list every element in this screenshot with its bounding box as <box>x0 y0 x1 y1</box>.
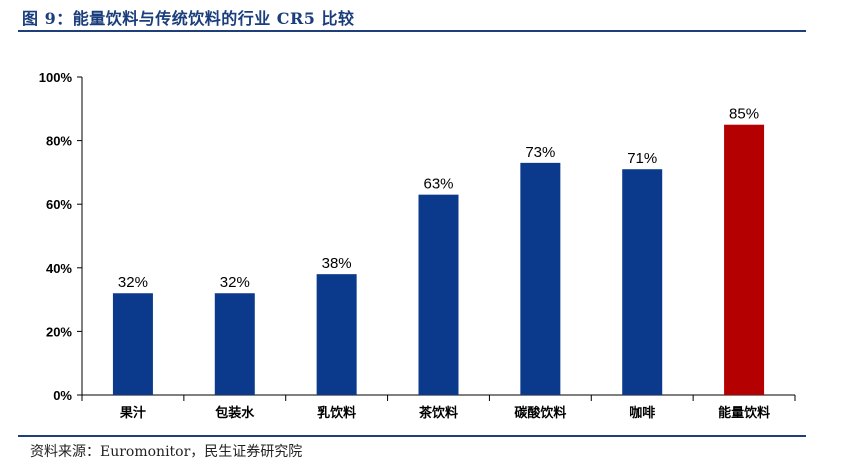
x-tick-label: 茶饮料 <box>419 405 458 421</box>
data-label: 32% <box>118 274 148 291</box>
y-tick-label: 0% <box>53 388 72 403</box>
data-label: 73% <box>525 144 555 161</box>
data-label: 63% <box>423 176 453 193</box>
x-tick-label: 碳酸饮料 <box>514 405 566 421</box>
chart-labels: 32% 果汁 32% 包装水 38% 乳饮料 63% 茶饮料 73% 碳酸饮料 71% 咖啡 85% 能量… <box>118 106 770 421</box>
chart-title: 图 9：能量饮料与传统饮料的行业 CR5 比较 <box>22 9 355 28</box>
data-label: 71% <box>627 150 657 167</box>
bar <box>316 274 357 395</box>
x-tick-label: 咖啡 <box>629 405 655 421</box>
y-tick-label: 60% <box>46 197 72 212</box>
chart-bars <box>112 124 765 395</box>
y-tick-label: 100% <box>39 70 73 85</box>
bar <box>724 124 765 395</box>
x-tick-label: 包装水 <box>215 405 255 421</box>
chart-axes: 0% 20% 40% 60% 80% 100% <box>39 70 796 403</box>
data-label: 85% <box>729 106 759 123</box>
x-tick-label: 乳饮料 <box>317 405 356 421</box>
x-tick-label: 果汁 <box>119 405 146 421</box>
bar <box>214 293 255 395</box>
bar <box>622 169 663 395</box>
y-tick-label: 40% <box>46 261 72 276</box>
bar <box>520 162 561 395</box>
bar <box>418 194 459 395</box>
x-tick-label: 能量饮料 <box>718 405 770 421</box>
y-tick-label: 80% <box>46 134 72 149</box>
data-label: 32% <box>220 274 250 291</box>
source-rule <box>18 435 806 437</box>
title-rule <box>18 30 806 32</box>
y-tick-label: 20% <box>46 324 72 339</box>
source-note: 资料来源：Euromonitor，民生证券研究院 <box>30 444 303 460</box>
data-label: 38% <box>322 255 352 272</box>
bar <box>112 293 153 395</box>
